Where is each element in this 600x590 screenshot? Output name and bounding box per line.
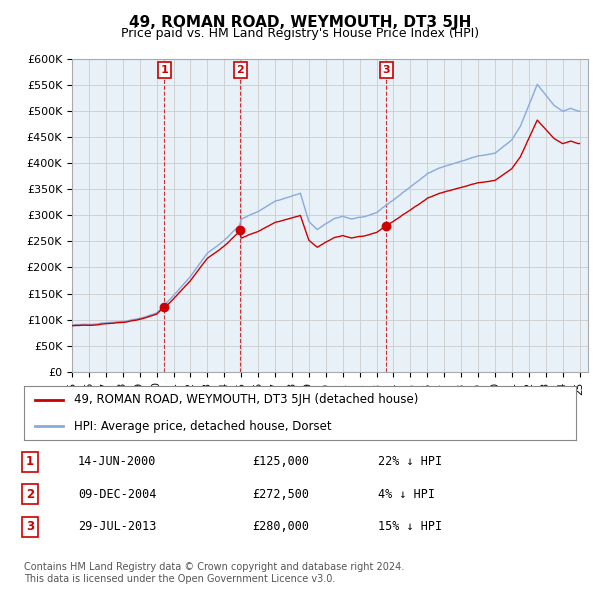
Text: Price paid vs. HM Land Registry's House Price Index (HPI): Price paid vs. HM Land Registry's House … — [121, 27, 479, 40]
Text: 15% ↓ HPI: 15% ↓ HPI — [378, 520, 442, 533]
Text: £280,000: £280,000 — [252, 520, 309, 533]
Text: £272,500: £272,500 — [252, 487, 309, 501]
Text: 49, ROMAN ROAD, WEYMOUTH, DT3 5JH (detached house): 49, ROMAN ROAD, WEYMOUTH, DT3 5JH (detac… — [74, 393, 418, 407]
Text: 49, ROMAN ROAD, WEYMOUTH, DT3 5JH: 49, ROMAN ROAD, WEYMOUTH, DT3 5JH — [129, 15, 471, 30]
Text: 4% ↓ HPI: 4% ↓ HPI — [378, 487, 435, 501]
Text: 3: 3 — [383, 65, 390, 76]
Text: 1: 1 — [26, 455, 34, 468]
Text: HPI: Average price, detached house, Dorset: HPI: Average price, detached house, Dors… — [74, 419, 331, 433]
Text: 29-JUL-2013: 29-JUL-2013 — [78, 520, 157, 533]
Text: 2: 2 — [26, 487, 34, 501]
Text: 3: 3 — [26, 520, 34, 533]
Text: Contains HM Land Registry data © Crown copyright and database right 2024.
This d: Contains HM Land Registry data © Crown c… — [24, 562, 404, 584]
Text: 14-JUN-2000: 14-JUN-2000 — [78, 455, 157, 468]
Text: 2: 2 — [236, 65, 244, 76]
Text: 1: 1 — [160, 65, 168, 76]
Text: £125,000: £125,000 — [252, 455, 309, 468]
Text: 22% ↓ HPI: 22% ↓ HPI — [378, 455, 442, 468]
Text: 09-DEC-2004: 09-DEC-2004 — [78, 487, 157, 501]
